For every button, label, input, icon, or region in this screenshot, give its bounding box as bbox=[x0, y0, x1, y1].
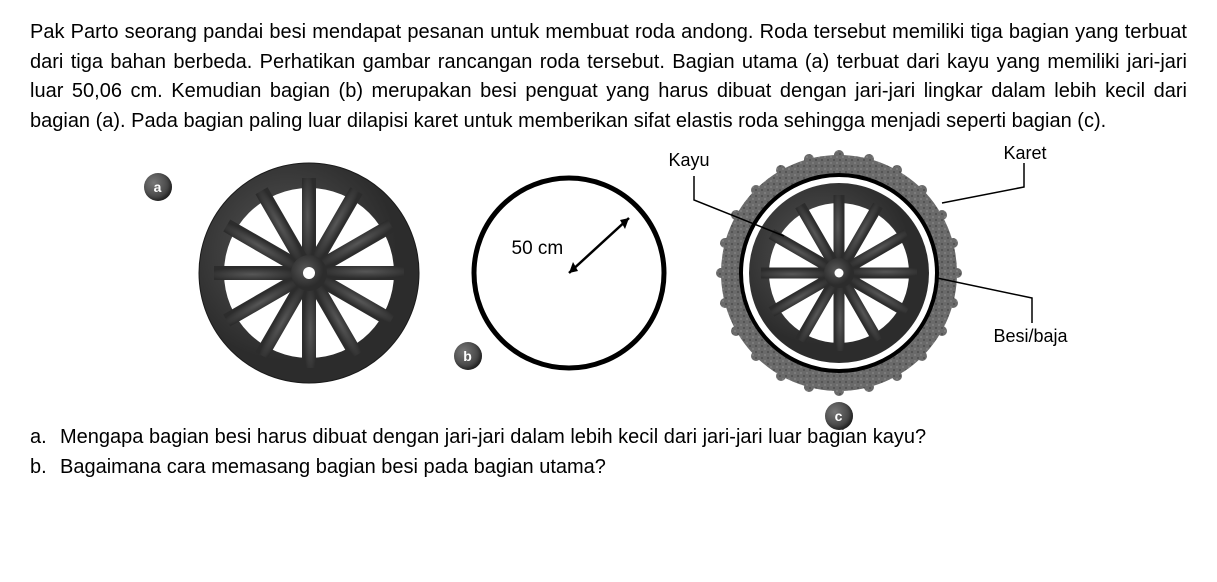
question-a-text: Mengapa bagian besi harus dibuat dengan … bbox=[60, 422, 926, 452]
question-b-text: Bagaimana cara memasang bagian besi pada… bbox=[60, 452, 606, 482]
questions: a. Mengapa bagian besi harus dibuat deng… bbox=[30, 422, 1187, 482]
badge-c: c bbox=[825, 402, 853, 430]
figure-c: c bbox=[714, 148, 964, 398]
label-besi: Besi/baja bbox=[994, 326, 1068, 347]
label-kayu: Kayu bbox=[669, 150, 710, 171]
figure-b: b 50 cm bbox=[464, 168, 674, 378]
wheel-a-svg bbox=[194, 158, 424, 388]
figure-a: a bbox=[194, 158, 424, 388]
label-karet: Karet bbox=[1004, 143, 1047, 164]
figures-row: a bbox=[30, 138, 1187, 408]
problem-paragraph: Pak Parto seorang pandai besi mendapat p… bbox=[30, 18, 1187, 136]
question-a-letter: a. bbox=[30, 422, 60, 452]
question-a: a. Mengapa bagian besi harus dibuat deng… bbox=[30, 422, 1187, 452]
radius-label: 50 cm bbox=[512, 238, 564, 260]
question-b: b. Bagaimana cara memasang bagian besi p… bbox=[30, 452, 1187, 482]
badge-b: b bbox=[454, 342, 482, 370]
question-b-letter: b. bbox=[30, 452, 60, 482]
wheel-c-svg bbox=[714, 148, 964, 398]
ring-b-svg bbox=[464, 168, 674, 378]
badge-a: a bbox=[144, 173, 172, 201]
